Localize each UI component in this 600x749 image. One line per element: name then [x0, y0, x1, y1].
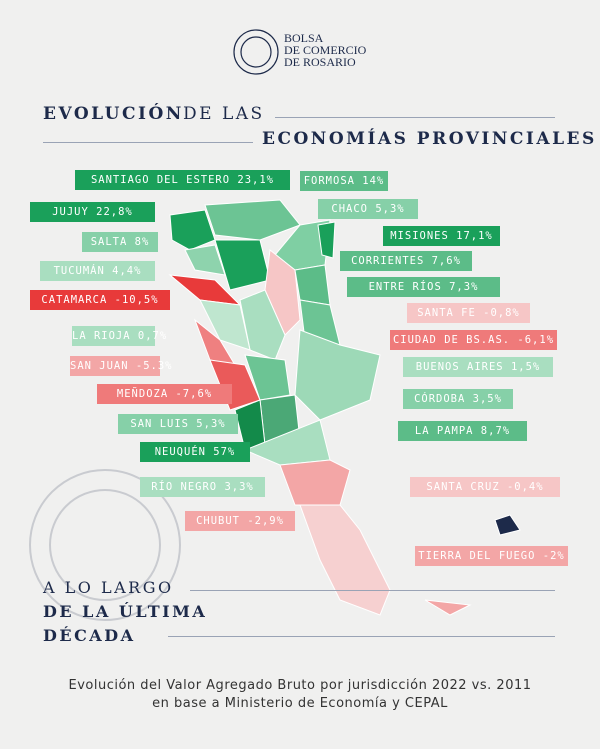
title-line2: ECONOMÍAS PROVINCIALES [262, 129, 597, 149]
province-label: SAN LUIS 5,3% [118, 414, 238, 434]
province-label: TUCUMÁN 4,4% [40, 261, 155, 281]
footer-line: en base a Ministerio de Economía y CEPAL [152, 696, 448, 711]
province-label: SANTA FE -0,8% [407, 303, 530, 323]
period-line: DE LA ÚLTIMA [43, 602, 208, 621]
province-label: NEUQUÉN 57% [140, 442, 250, 462]
logo-line: DE COMERCIO [284, 43, 367, 57]
logo-line: BOLSA [284, 31, 324, 45]
province-label: CHUBUT -2,9% [185, 511, 295, 531]
province-label: CIUDAD DE BS.AS. -6,1% [390, 330, 557, 350]
footer-line: Evolución del Valor Agregado Bruto por j… [68, 678, 532, 693]
province-label: ENTRE RÍOS 7,3% [347, 277, 500, 297]
province-label: SAN JUAN -5.3% [70, 356, 172, 376]
province-label: FORMOSA 14% [300, 171, 388, 191]
period-line: DÉCADA [43, 626, 136, 645]
province-label: MISIONES 17,1% [383, 226, 500, 246]
province-label: LA RIOJA 0,7% [72, 326, 166, 346]
rule [43, 142, 253, 143]
province-label: CORRIENTES 7,6% [340, 251, 472, 271]
rule [168, 636, 555, 637]
province-label: RÍO NEGRO 3,3% [140, 477, 265, 497]
title-bold: EVOLUCIÓN [43, 104, 184, 124]
province-label: SALTA 8% [82, 232, 158, 252]
period-line: A LO LARGO [43, 578, 174, 597]
province-label: LA PAMPA 8,7% [398, 421, 527, 441]
province-label: CÓRDOBA 3,5% [403, 389, 513, 409]
logo-emblem [233, 29, 279, 75]
watermark [29, 469, 181, 621]
province-label: TIERRA DEL FUEGO -2% [415, 546, 568, 566]
province-label: MEÑDOZA -7,6% [97, 384, 232, 404]
argentina-map [168, 199, 521, 616]
province-label: SANTA CRUZ -0,4% [410, 477, 560, 497]
logo-line: DE ROSARIO [284, 55, 356, 69]
province-label: CHACO 5,3% [318, 199, 418, 219]
province-label: CATAMARCA -10,5% [30, 290, 170, 310]
rule [190, 590, 555, 591]
title-rest: DE LAS [183, 104, 265, 124]
province-label: JUJUY 22,8% [30, 202, 155, 222]
province-label: BUENOS AIRES 1,5% [403, 357, 553, 377]
rule [275, 117, 555, 118]
province-label: SANTIAGO DEL ESTERO 23,1% [75, 170, 290, 190]
